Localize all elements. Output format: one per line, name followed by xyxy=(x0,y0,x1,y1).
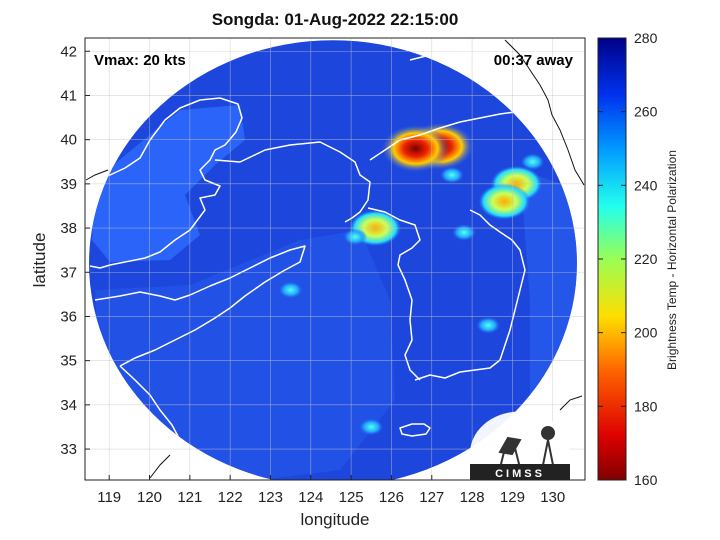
colorbar-tick-labels: 160 180 200 220 240 260 280 xyxy=(598,30,658,488)
convective-cell xyxy=(359,418,384,436)
y-tick-label: 36 xyxy=(60,308,77,325)
y-tick-label: 33 xyxy=(60,441,77,458)
swath-field xyxy=(89,40,577,480)
x-tick-label: 119 xyxy=(97,489,121,506)
logo-band xyxy=(470,464,570,480)
x-tick-label: 129 xyxy=(500,489,525,506)
coastline-shandong xyxy=(94,245,306,367)
logo-tower-icon xyxy=(541,426,555,440)
colorbar-label: Brightness Temp - Horizontal Polarizatio… xyxy=(665,150,679,370)
convective-cell xyxy=(278,281,303,299)
y-tick-label: 41 xyxy=(60,87,77,104)
axes-frame xyxy=(84,37,586,481)
x-tick-label: 120 xyxy=(137,489,162,506)
colorbar-tick-label: 180 xyxy=(634,398,658,414)
x-tick-label: 124 xyxy=(298,489,323,506)
x-tick-label: 123 xyxy=(258,489,283,506)
coastline-korea-west xyxy=(367,207,421,381)
outside-coastlines xyxy=(85,39,585,479)
colorbar-tick-label: 220 xyxy=(634,251,658,267)
colorbar-tick-label: 260 xyxy=(634,104,658,120)
grid-lines xyxy=(85,38,585,480)
x-tick-label: 126 xyxy=(379,489,404,506)
x-tick-labels: 119 120 121 122 123 124 125 126 127 128 129 130 xyxy=(97,475,565,506)
coastline-jeju xyxy=(399,423,431,437)
convective-cell xyxy=(452,224,477,241)
cimss-logo: CIMSS xyxy=(469,411,570,480)
x-tick-label: 125 xyxy=(339,489,364,506)
map-title: Songda: 01-Aug-2022 22:15:00 xyxy=(211,10,459,29)
y-tick-label: 34 xyxy=(60,397,77,414)
x-tick-label: 130 xyxy=(540,489,565,506)
convective-cell xyxy=(476,316,501,334)
convective-cell xyxy=(520,153,545,171)
y-tick-label: 38 xyxy=(60,220,77,237)
convective-cell xyxy=(381,124,450,173)
x-axis-label: longitude xyxy=(300,510,370,529)
colorbar-tick-label: 280 xyxy=(634,30,658,46)
outside-coast-se xyxy=(559,395,583,411)
y-tick-label: 35 xyxy=(60,353,77,370)
y-tick-label: 39 xyxy=(60,176,77,193)
x-tick-label: 127 xyxy=(419,489,444,506)
colorbar-tick-label: 200 xyxy=(634,325,658,341)
y-tick-labels: 33 34 35 36 37 38 39 40 41 42 xyxy=(60,43,90,458)
colorbar-tick-label: 240 xyxy=(634,177,658,193)
bohai-sea-field xyxy=(92,105,245,262)
x-tick-label: 121 xyxy=(177,489,202,506)
yellow-sea-field xyxy=(95,230,395,480)
time-away-label: 00:37 away xyxy=(493,52,573,69)
y-tick-label: 40 xyxy=(60,132,77,149)
coastline-bohai xyxy=(89,97,243,269)
convective-cell xyxy=(439,166,464,184)
outside-coast-nw xyxy=(85,169,109,181)
logo-text: CIMSS xyxy=(495,468,545,480)
convective-cell xyxy=(478,183,531,220)
outside-coast-ne xyxy=(504,39,585,186)
outside-coast-sw xyxy=(149,454,171,479)
x-tick-label: 128 xyxy=(460,489,485,506)
colorbar-tick-label: 160 xyxy=(634,472,658,488)
y-tick-label: 37 xyxy=(60,264,77,281)
coastline-liaodong xyxy=(214,141,371,223)
y-axis-label: latitude xyxy=(30,232,49,288)
vmax-label: Vmax: 20 kts xyxy=(94,52,186,69)
x-tick-label: 122 xyxy=(218,489,243,506)
y-tick-label: 42 xyxy=(60,43,77,60)
coastline-korea-north xyxy=(369,111,516,161)
convective-cell xyxy=(343,228,368,246)
